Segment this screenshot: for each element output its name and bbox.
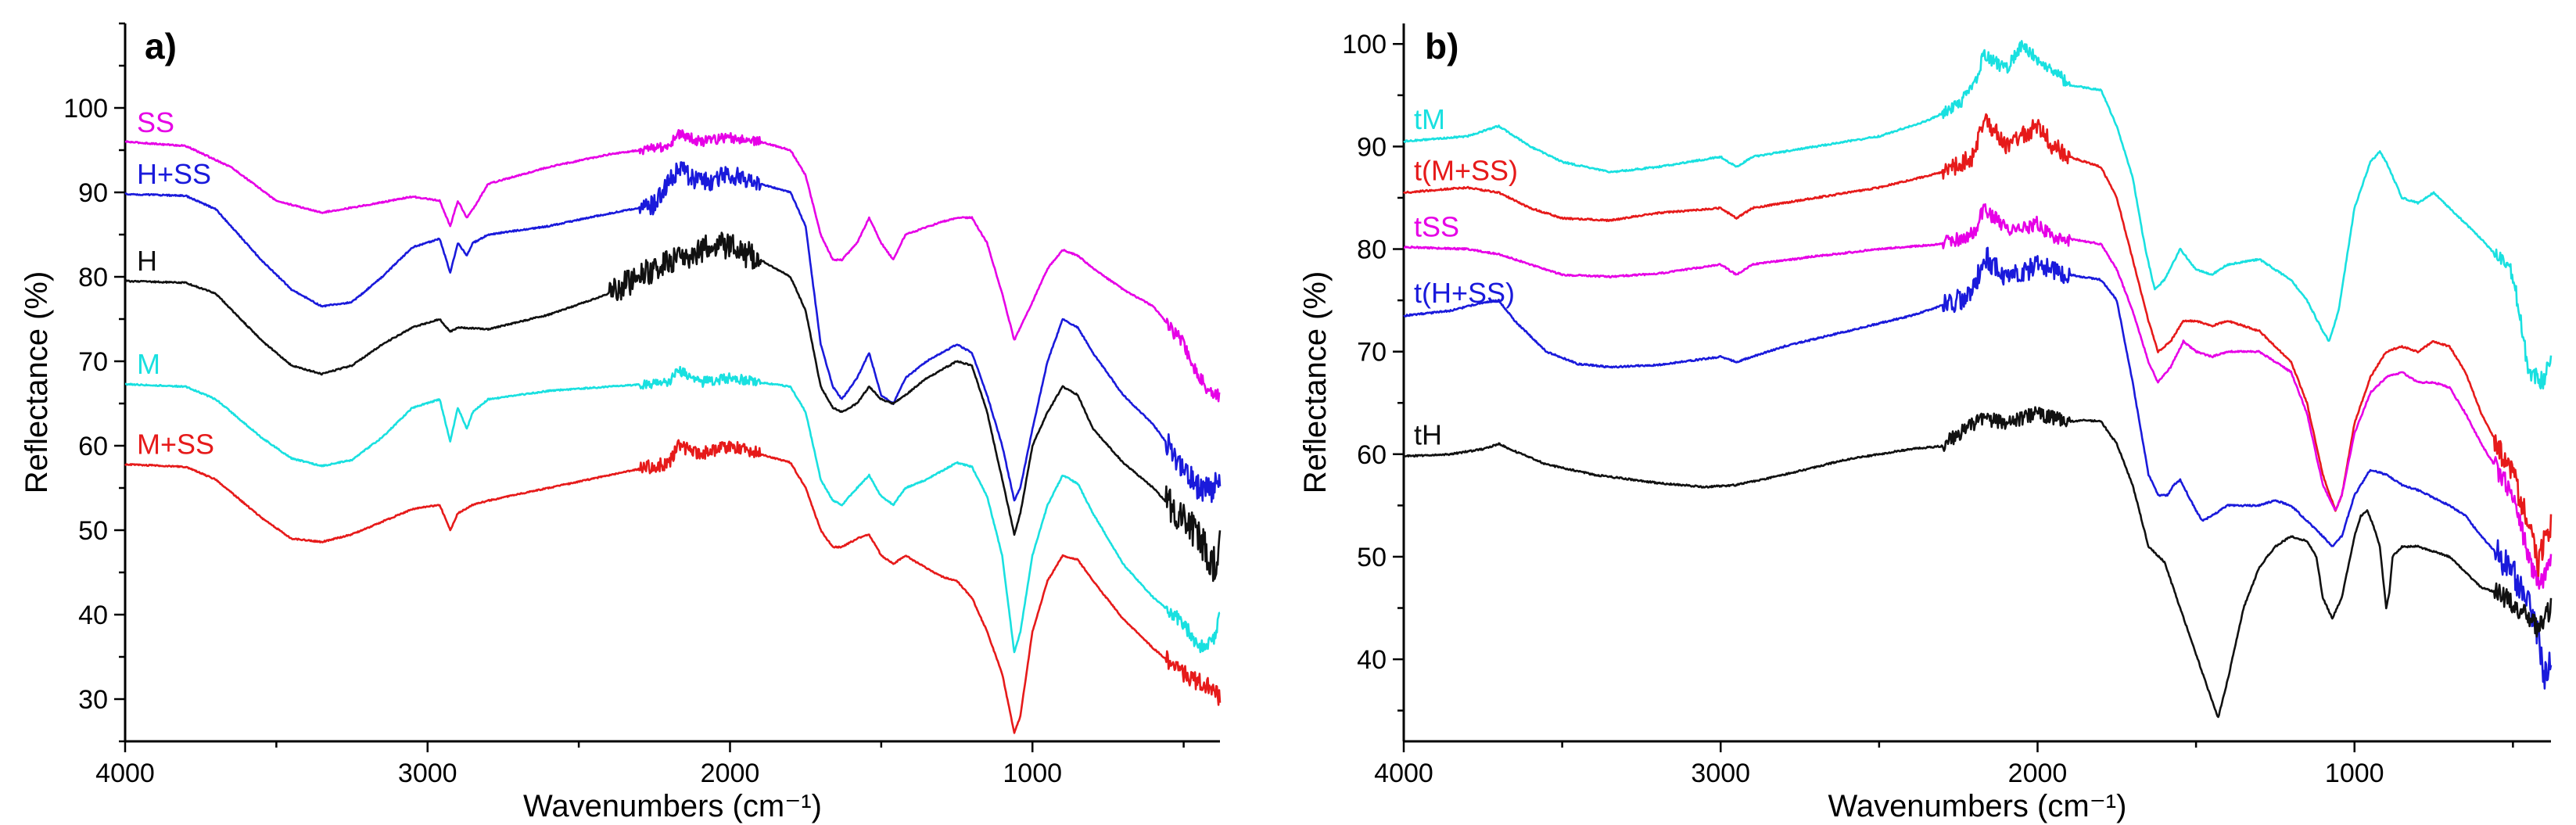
y-tick-label: 50 [1357, 543, 1387, 572]
y-tick-label: 40 [78, 601, 108, 630]
series-label: tM [1414, 103, 1445, 135]
y-tick-label: 60 [1357, 440, 1387, 470]
series-label: H+SS [137, 158, 211, 190]
y-tick-label: 40 [1357, 645, 1387, 675]
y-tick-label: 100 [1342, 30, 1387, 59]
y-tick-label: 90 [78, 178, 108, 208]
panel-label: a) [145, 26, 177, 66]
x-axis-title: Wavenumbers (cm⁻¹) [1828, 789, 2127, 823]
y-tick-label: 30 [78, 685, 108, 715]
x-tick-label: 1000 [2325, 759, 2384, 788]
panel-a-chart: 4000 3000 2000 1000 30 40 50 60 70 80 90 100 Wavenum… [20, 22, 1222, 823]
series-label: M [137, 348, 160, 380]
series-label: t(H+SS) [1414, 277, 1515, 309]
panel-label: b) [1425, 26, 1458, 66]
x-tick-label: 2000 [701, 759, 760, 788]
y-tick-label: 80 [78, 263, 108, 292]
y-tick-label: 100 [63, 94, 108, 124]
series-label: t(M+SS) [1414, 154, 1518, 186]
series-line-ss [124, 129, 1221, 403]
y-tick-label: 50 [78, 516, 108, 546]
y-tick-label: 60 [78, 432, 108, 461]
y-tick-label: 90 [1357, 132, 1387, 162]
series-label: SS [137, 106, 174, 138]
series-line-t-h-ss- [1403, 246, 2553, 690]
x-tick-label: 2000 [2008, 759, 2068, 788]
series-line-t-m-ss- [1402, 113, 2553, 579]
series-line-m [124, 365, 1221, 654]
x-tick-label: 4000 [1374, 759, 1433, 788]
series-line-tss [1403, 203, 2553, 590]
y-tick-label: 70 [78, 347, 108, 377]
y-axis-title: Reflectance (%) [20, 271, 54, 494]
x-tick-label: 4000 [95, 759, 155, 788]
panel-b-chart: 4000 3000 2000 1000 40 50 60 70 80 90 100 Wavenumbe… [1298, 23, 2553, 823]
series-label: tSS [1414, 211, 1459, 243]
y-axis-title: Reflectance (%) [1298, 271, 1333, 494]
x-tick-label: 3000 [398, 759, 457, 788]
series-line-m-ss [124, 439, 1222, 734]
x-tick-label: 3000 [1691, 759, 1750, 788]
series-line-h [124, 231, 1222, 583]
series-label: tH [1414, 418, 1442, 450]
x-axis-title: Wavenumbers (cm⁻¹) [523, 789, 822, 823]
x-tick-label: 1000 [1003, 759, 1062, 788]
series-label: M+SS [137, 429, 214, 461]
series-line-h-ss [124, 161, 1222, 504]
y-tick-label: 70 [1357, 338, 1387, 368]
y-tick-label: 80 [1357, 235, 1387, 265]
series-label: H [137, 245, 157, 277]
series-line-th [1402, 406, 2553, 719]
series-line-tm [1403, 40, 2553, 390]
